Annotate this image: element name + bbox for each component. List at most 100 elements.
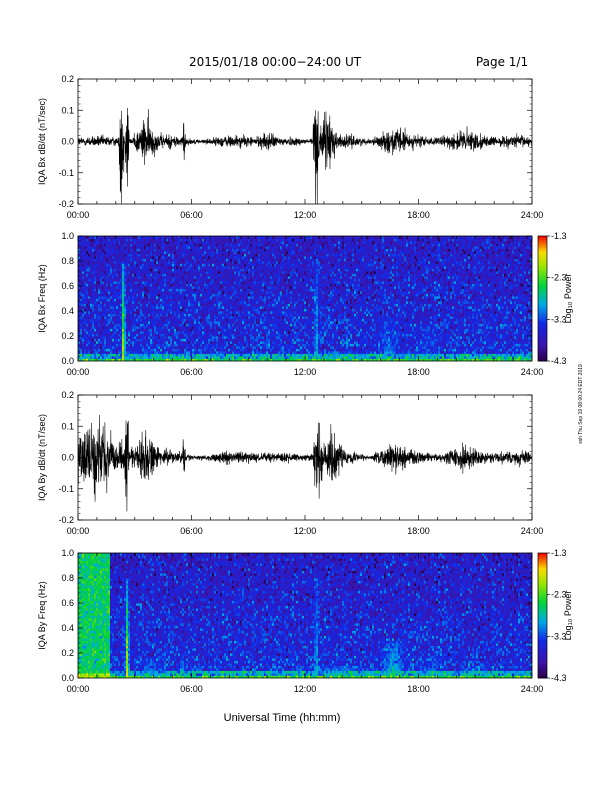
heatmap-cell — [164, 351, 167, 354]
heatmap-cell — [254, 326, 257, 329]
heatmap-cell — [140, 308, 143, 312]
heatmap-cell — [98, 316, 101, 319]
heatmap-cell — [156, 306, 159, 309]
heatmap-cell — [106, 273, 109, 277]
heatmap-cell — [246, 248, 249, 252]
heatmap-cell — [92, 358, 95, 361]
heatmap-cell — [194, 271, 197, 274]
heatmap-cell — [80, 246, 83, 249]
heatmap-cell — [154, 256, 157, 259]
heatmap-cell — [132, 336, 135, 339]
heatmap-cell — [258, 276, 261, 279]
x-tick-label: 24:00 — [521, 210, 544, 220]
heatmap-cell — [78, 238, 81, 242]
heatmap-cell — [250, 286, 253, 289]
heatmap-cell — [198, 298, 201, 302]
heatmap-cell — [244, 353, 247, 357]
heatmap-cell — [80, 288, 83, 292]
heatmap-cell — [148, 308, 151, 312]
heatmap-cell — [86, 236, 89, 239]
heatmap-cell — [236, 343, 239, 347]
heatmap-cell — [100, 263, 103, 267]
heatmap-cell — [240, 348, 243, 352]
heatmap-cell — [264, 281, 267, 284]
heatmap-cell — [204, 271, 207, 274]
heatmap-cell — [172, 271, 175, 274]
heatmap-cell — [204, 333, 207, 337]
heatmap-cell — [120, 333, 123, 337]
heatmap-cell — [90, 246, 93, 249]
heatmap-cell — [250, 246, 253, 249]
heatmap-cell — [180, 328, 183, 332]
heatmap-cell — [120, 326, 123, 329]
heatmap-cell — [190, 346, 193, 349]
heatmap-cell — [208, 271, 211, 274]
heatmap-cell — [136, 251, 139, 254]
heatmap-cell — [176, 308, 179, 312]
heatmap-cell — [150, 253, 153, 257]
heatmap-cell — [160, 236, 163, 239]
heatmap-cell — [228, 321, 231, 324]
heatmap-cell — [184, 286, 187, 289]
heatmap-cell — [134, 276, 137, 279]
heatmap-cell — [136, 331, 139, 334]
heatmap-cell — [206, 251, 209, 254]
heatmap-cell — [150, 271, 153, 274]
heatmap-cell — [248, 253, 251, 257]
heatmap-cell — [238, 336, 241, 339]
heatmap-cell — [120, 318, 123, 322]
heatmap-cell — [268, 271, 271, 274]
heatmap-cell — [156, 283, 159, 287]
heatmap-cell — [86, 291, 89, 294]
heatmap-cell — [256, 358, 259, 361]
heatmap-cell — [152, 238, 155, 242]
heatmap-cell — [106, 341, 109, 344]
heatmap-cell — [80, 291, 83, 294]
heatmap-cell — [144, 343, 147, 347]
heatmap-cell — [96, 248, 99, 252]
heatmap-cell — [216, 243, 219, 247]
heatmap-cell — [110, 241, 113, 244]
heatmap-cell — [192, 298, 195, 302]
heatmap-cell — [116, 251, 119, 254]
heatmap-cell — [120, 251, 123, 254]
heatmap-cell — [190, 343, 193, 347]
heatmap-cell — [176, 321, 179, 324]
heatmap-cell — [228, 271, 231, 274]
heatmap-cell — [232, 336, 235, 339]
heatmap-cell — [262, 251, 265, 254]
heatmap-cell — [102, 358, 105, 361]
heatmap-cell — [228, 276, 231, 279]
heatmap-cell — [136, 348, 139, 352]
heatmap-cell — [154, 258, 157, 262]
heatmap-cell — [158, 273, 161, 277]
heatmap-cell — [182, 296, 185, 299]
heatmap-cell — [134, 318, 137, 322]
heatmap-cell — [266, 311, 269, 314]
heatmap-cell — [232, 258, 235, 262]
heatmap-cell — [266, 246, 269, 249]
heatmap-cell — [268, 243, 271, 247]
heatmap-cell — [108, 286, 111, 289]
heatmap-cell — [180, 283, 183, 287]
heatmap-cell — [194, 276, 197, 279]
heatmap-cell — [242, 293, 245, 297]
heatmap-cell — [142, 273, 145, 277]
heatmap-cell — [88, 278, 91, 282]
heatmap-cell — [212, 326, 215, 329]
heatmap-cell — [270, 356, 273, 359]
heatmap-cell — [146, 281, 149, 284]
heatmap-cell — [202, 333, 205, 337]
heatmap-cell — [140, 358, 143, 361]
heatmap-cell — [136, 303, 139, 307]
heatmap-cell — [198, 313, 201, 317]
heatmap-cell — [186, 338, 189, 342]
heatmap-cell — [206, 266, 209, 269]
heatmap-cell — [192, 266, 195, 269]
heatmap-cell — [154, 291, 157, 294]
heatmap-cell — [270, 328, 273, 332]
heatmap-cell — [82, 326, 85, 329]
heatmap-cell — [192, 311, 195, 314]
heatmap-cell — [226, 298, 229, 302]
heatmap-cell — [94, 258, 97, 262]
